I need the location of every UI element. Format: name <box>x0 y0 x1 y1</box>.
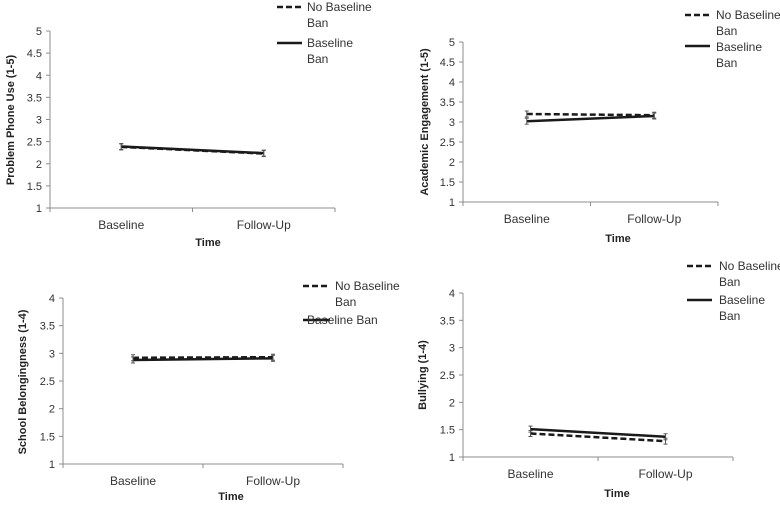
x-tick-label: Follow-Up <box>237 218 291 232</box>
y-tick-label: 4 <box>449 77 455 89</box>
legend-label: Baseline <box>307 36 353 50</box>
y-axis-title: School Belongingness (1-4) <box>17 309 29 454</box>
chart-academic-engagement: 1 1.5 2 2.5 3 3.5 4 4.5 5 Baseline Follow-Up Time Ac… <box>400 0 780 253</box>
x-axis-title: Time <box>218 491 243 503</box>
chart-svg: 1 1.5 2 2.5 3 3.5 4 4.5 5 Baseline Follow-Up Time Pr… <box>5 0 372 249</box>
y-tick-label: 1.5 <box>440 425 455 437</box>
y-tick-label: 2 <box>49 404 55 416</box>
y-tick-label: 4.5 <box>440 57 455 69</box>
y-tick-label: 3 <box>449 343 455 355</box>
x-tick-label: Follow-Up <box>246 474 300 488</box>
series-line <box>530 432 666 443</box>
chart-svg: 1 1.5 2 2.5 3 3.5 4 Baseline Follow-Up Time Bullyi… <box>417 259 780 500</box>
series-line <box>121 145 264 155</box>
y-tick-label: 2 <box>449 157 455 169</box>
x-tick-label: Baseline <box>110 474 156 488</box>
y-axis-title: Academic Engagement (1-5) <box>419 48 431 196</box>
y-tick-label: 3 <box>49 348 55 360</box>
legend-label: Ban <box>719 309 740 323</box>
y-tick-label: 1.5 <box>40 431 55 443</box>
legend-label: Ban <box>716 24 737 38</box>
series-line <box>526 112 655 117</box>
x-tick-label: Follow-Up <box>638 467 692 481</box>
x-axis-title: Time <box>604 488 629 500</box>
y-tick-label: 3.5 <box>440 315 455 327</box>
x-tick-label: Baseline <box>507 467 553 481</box>
y-tick-label: 1 <box>449 452 455 464</box>
y-tick-label: 4.5 <box>27 48 42 60</box>
y-tick-label: 5 <box>36 26 42 38</box>
y-tick-label: 2.5 <box>27 137 42 149</box>
y-tick-label: 1.5 <box>27 181 42 193</box>
y-tick-label: 2 <box>449 397 455 409</box>
y-tick-label: 3 <box>449 117 455 129</box>
y-tick-label: 4 <box>449 288 455 300</box>
legend-label: No Baseline <box>719 259 780 273</box>
chart-problem-phone-use: 1 1.5 2 2.5 3 3.5 4 4.5 5 Baseline Follow-Up Time Pr… <box>0 0 400 253</box>
legend-label: Baseline <box>716 40 762 54</box>
y-tick-label: 3 <box>36 115 42 127</box>
legend-label: No Baseline <box>307 0 372 14</box>
series-line <box>132 357 274 362</box>
legend-label: Ban <box>716 56 737 70</box>
legend-label: Ban <box>719 275 740 289</box>
y-tick-label: 5 <box>449 37 455 49</box>
x-tick-label: Follow-Up <box>627 212 681 226</box>
chart-school-belongingness: 1 1.5 2 2.5 3 3.5 4 Baseline Follow-Up Time School… <box>0 253 400 506</box>
legend-label: Ban <box>307 52 328 66</box>
y-tick-label: 4 <box>36 70 42 82</box>
y-tick-label: 4 <box>49 293 55 305</box>
legend-label: No Baseline <box>335 279 400 293</box>
y-tick-label: 2.5 <box>440 370 455 382</box>
x-axis-title: Time <box>195 237 220 249</box>
y-tick-label: 1 <box>36 203 42 215</box>
y-tick-label: 1 <box>449 197 455 209</box>
series-line <box>132 355 274 360</box>
y-axis-title: Bullying (1-4) <box>417 340 429 410</box>
series-line <box>526 114 655 123</box>
x-tick-label: Baseline <box>98 218 144 232</box>
y-tick-label: 2.5 <box>440 137 455 149</box>
y-tick-label: 2.5 <box>40 376 55 388</box>
y-tick-label: 3.5 <box>40 321 55 333</box>
y-tick-label: 1.5 <box>440 177 455 189</box>
chart-svg: 1 1.5 2 2.5 3 3.5 4 4.5 5 Baseline Follow-Up Time Ac… <box>419 8 780 245</box>
legend-label: No Baseline <box>716 8 780 22</box>
y-axis-title: Problem Phone Use (1-5) <box>5 55 17 186</box>
x-axis-title: Time <box>605 233 630 245</box>
y-tick-label: 3.5 <box>440 97 455 109</box>
x-tick-label: Baseline <box>504 212 550 226</box>
y-tick-label: 3.5 <box>27 92 42 104</box>
y-tick-label: 2 <box>36 159 42 171</box>
legend-label: Ban <box>307 16 328 30</box>
legend-label: Baseline <box>719 293 765 307</box>
legend-label: Baseline Ban <box>307 313 378 327</box>
legend-label: Ban <box>335 295 356 309</box>
series-line <box>530 427 666 439</box>
y-tick-label: 1 <box>49 459 55 471</box>
chart-bullying: 1 1.5 2 2.5 3 3.5 4 Baseline Follow-Up Time Bullyi… <box>400 253 780 506</box>
